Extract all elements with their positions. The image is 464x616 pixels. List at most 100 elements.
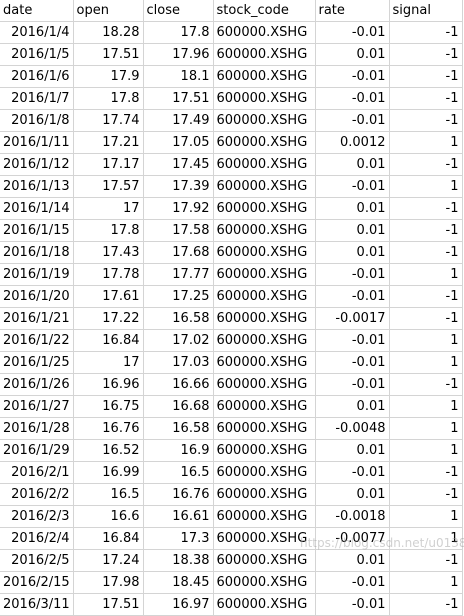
cell-open[interactable]: 16.84 xyxy=(73,329,144,352)
cell-signal[interactable]: 1 xyxy=(389,505,463,528)
cell-signal[interactable]: -1 xyxy=(389,483,463,506)
cell-date[interactable]: 2016/2/5 xyxy=(0,549,74,572)
cell-open[interactable]: 16.75 xyxy=(73,395,144,418)
cell-signal[interactable]: 1 xyxy=(389,175,463,198)
cell-stock-code[interactable]: 600000.XSHG xyxy=(213,461,316,484)
cell-close[interactable]: 16.97 xyxy=(143,593,214,616)
cell-signal[interactable]: -1 xyxy=(389,285,463,308)
cell-open[interactable]: 17.9 xyxy=(73,65,144,88)
cell-close[interactable]: 16.61 xyxy=(143,505,214,528)
cell-signal[interactable]: -1 xyxy=(389,21,463,44)
cell-close[interactable]: 16.5 xyxy=(143,461,214,484)
cell-close[interactable]: 17.45 xyxy=(143,153,214,176)
cell-rate[interactable]: -0.01 xyxy=(315,329,390,352)
cell-stock-code[interactable]: 600000.XSHG xyxy=(213,65,316,88)
cell-open[interactable]: 17.61 xyxy=(73,285,144,308)
cell-close[interactable]: 17.49 xyxy=(143,109,214,132)
cell-open[interactable]: 17.51 xyxy=(73,593,144,616)
cell-rate[interactable]: 0.01 xyxy=(315,219,390,242)
cell-signal[interactable]: 1 xyxy=(389,571,463,594)
cell-rate[interactable]: -0.0048 xyxy=(315,417,390,440)
cell-close[interactable]: 17.02 xyxy=(143,329,214,352)
cell-open[interactable]: 17.98 xyxy=(73,571,144,594)
cell-close[interactable]: 17.3 xyxy=(143,527,214,550)
cell-signal[interactable]: -1 xyxy=(389,241,463,264)
cell-signal[interactable]: -1 xyxy=(389,65,463,88)
cell-signal[interactable]: -1 xyxy=(389,153,463,176)
cell-open[interactable]: 16.99 xyxy=(73,461,144,484)
cell-rate[interactable]: -0.01 xyxy=(315,461,390,484)
cell-rate[interactable]: -0.01 xyxy=(315,285,390,308)
cell-signal[interactable]: 1 xyxy=(389,417,463,440)
header-cell-stock-code[interactable]: stock_code xyxy=(213,0,316,22)
cell-date[interactable]: 2016/1/4 xyxy=(0,21,74,44)
cell-date[interactable]: 2016/1/28 xyxy=(0,417,74,440)
cell-signal[interactable]: -1 xyxy=(389,87,463,110)
cell-stock-code[interactable]: 600000.XSHG xyxy=(213,395,316,418)
cell-stock-code[interactable]: 600000.XSHG xyxy=(213,329,316,352)
cell-signal[interactable]: 1 xyxy=(389,263,463,286)
cell-stock-code[interactable]: 600000.XSHG xyxy=(213,219,316,242)
cell-stock-code[interactable]: 600000.XSHG xyxy=(213,21,316,44)
cell-stock-code[interactable]: 600000.XSHG xyxy=(213,439,316,462)
cell-close[interactable]: 17.68 xyxy=(143,241,214,264)
cell-date[interactable]: 2016/1/25 xyxy=(0,351,74,374)
cell-rate[interactable]: 0.01 xyxy=(315,483,390,506)
cell-rate[interactable]: -0.01 xyxy=(315,21,390,44)
cell-rate[interactable]: -0.01 xyxy=(315,109,390,132)
cell-rate[interactable]: -0.01 xyxy=(315,571,390,594)
cell-close[interactable]: 17.96 xyxy=(143,43,214,66)
cell-date[interactable]: 2016/1/15 xyxy=(0,219,74,242)
cell-open[interactable]: 17.17 xyxy=(73,153,144,176)
cell-date[interactable]: 2016/1/14 xyxy=(0,197,74,220)
cell-close[interactable]: 17.05 xyxy=(143,131,214,154)
cell-rate[interactable]: 0.01 xyxy=(315,241,390,264)
cell-date[interactable]: 2016/1/27 xyxy=(0,395,74,418)
cell-stock-code[interactable]: 600000.XSHG xyxy=(213,263,316,286)
cell-open[interactable]: 18.28 xyxy=(73,21,144,44)
cell-stock-code[interactable]: 600000.XSHG xyxy=(213,307,316,330)
cell-stock-code[interactable]: 600000.XSHG xyxy=(213,571,316,594)
cell-signal[interactable]: -1 xyxy=(389,197,463,220)
cell-date[interactable]: 2016/2/4 xyxy=(0,527,74,550)
cell-date[interactable]: 2016/1/7 xyxy=(0,87,74,110)
cell-open[interactable]: 17.22 xyxy=(73,307,144,330)
cell-date[interactable]: 2016/1/6 xyxy=(0,65,74,88)
cell-close[interactable]: 17.77 xyxy=(143,263,214,286)
cell-open[interactable]: 17.24 xyxy=(73,549,144,572)
cell-signal[interactable]: 1 xyxy=(389,351,463,374)
cell-open[interactable]: 17.43 xyxy=(73,241,144,264)
header-cell-signal[interactable]: signal xyxy=(389,0,463,22)
cell-date[interactable]: 2016/1/29 xyxy=(0,439,74,462)
cell-close[interactable]: 16.76 xyxy=(143,483,214,506)
cell-open[interactable]: 16.76 xyxy=(73,417,144,440)
cell-rate[interactable]: -0.01 xyxy=(315,263,390,286)
cell-signal[interactable]: -1 xyxy=(389,109,463,132)
cell-close[interactable]: 17.8 xyxy=(143,21,214,44)
cell-open[interactable]: 16.6 xyxy=(73,505,144,528)
cell-date[interactable]: 2016/1/22 xyxy=(0,329,74,352)
cell-open[interactable]: 17 xyxy=(73,197,144,220)
cell-stock-code[interactable]: 600000.XSHG xyxy=(213,197,316,220)
cell-rate[interactable]: 0.01 xyxy=(315,439,390,462)
cell-close[interactable]: 16.58 xyxy=(143,307,214,330)
cell-open[interactable]: 17.57 xyxy=(73,175,144,198)
cell-close[interactable]: 18.1 xyxy=(143,65,214,88)
cell-signal[interactable]: -1 xyxy=(389,307,463,330)
cell-close[interactable]: 17.39 xyxy=(143,175,214,198)
cell-date[interactable]: 2016/1/21 xyxy=(0,307,74,330)
cell-stock-code[interactable]: 600000.XSHG xyxy=(213,417,316,440)
cell-stock-code[interactable]: 600000.XSHG xyxy=(213,373,316,396)
cell-date[interactable]: 2016/1/26 xyxy=(0,373,74,396)
cell-rate[interactable]: -0.01 xyxy=(315,65,390,88)
cell-close[interactable]: 17.58 xyxy=(143,219,214,242)
cell-rate[interactable]: -0.01 xyxy=(315,175,390,198)
cell-stock-code[interactable]: 600000.XSHG xyxy=(213,285,316,308)
cell-close[interactable]: 17.51 xyxy=(143,87,214,110)
cell-close[interactable]: 16.58 xyxy=(143,417,214,440)
cell-rate[interactable]: -0.01 xyxy=(315,351,390,374)
cell-date[interactable]: 2016/2/2 xyxy=(0,483,74,506)
cell-rate[interactable]: -0.0018 xyxy=(315,505,390,528)
cell-close[interactable]: 17.92 xyxy=(143,197,214,220)
cell-stock-code[interactable]: 600000.XSHG xyxy=(213,351,316,374)
